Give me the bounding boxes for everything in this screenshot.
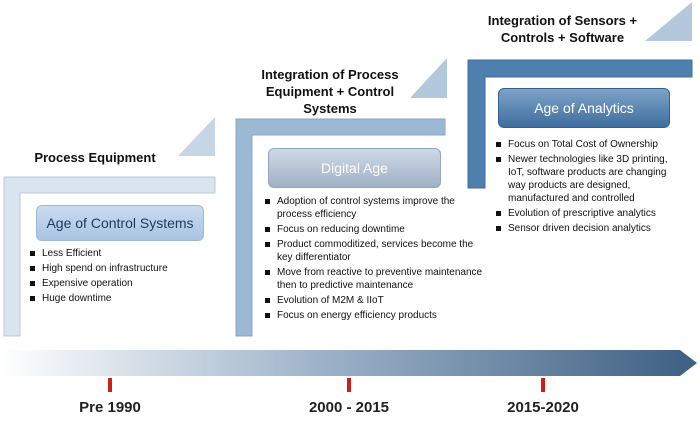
list-item: Sensor driven decision analytics — [494, 222, 680, 235]
list-item: Focus on Total Cost of Ownership — [494, 138, 680, 151]
step-3-arrowhead — [645, 2, 692, 41]
step-3-shape — [467, 59, 693, 189]
list-item: Evolution of prescriptive analytics — [494, 207, 680, 220]
timeline-tick-2 — [347, 378, 351, 392]
timeline-tick-3 — [541, 378, 545, 392]
period-label-1: Pre 1990 — [79, 399, 141, 416]
stage-1-bullets: Less Efficient High spend on infrastruct… — [28, 247, 168, 307]
stage-3-age-label: Age of Analytics — [498, 88, 670, 128]
list-item: Less Efficient — [28, 247, 168, 260]
list-item: Move from reactive to preventive mainten… — [263, 266, 485, 292]
step-2-shape — [235, 118, 446, 337]
stage-3-title: Integration of Sensors + Controls + Soft… — [487, 13, 638, 45]
step-1-shape — [3, 176, 216, 337]
stage-3-bullets: Focus on Total Cost of Ownership Newer t… — [494, 138, 680, 237]
stage-1-age-label: Age of Control Systems — [36, 205, 204, 241]
list-item: Focus on energy efficiency products — [263, 309, 485, 322]
list-item: Product commoditized, services become th… — [263, 238, 485, 264]
list-item: Newer technologies like 3D printing, IoT… — [494, 153, 680, 205]
list-item: Huge downtime — [28, 292, 168, 305]
period-label-3: 2015-2020 — [507, 399, 579, 416]
timeline-arrow — [0, 350, 697, 376]
list-item: Expensive operation — [28, 277, 168, 290]
stage-2-title: Integration of Process Equipment + Contr… — [261, 67, 399, 116]
stage-2-age-label: Digital Age — [268, 148, 441, 188]
list-item: Evolution of M2M & IIoT — [263, 294, 485, 307]
stage-2-bullets: Adoption of control systems improve the … — [263, 195, 485, 324]
period-label-2: 2000 - 2015 — [308, 399, 390, 416]
list-item: High spend on infrastructure — [28, 262, 168, 275]
stage-1-title: Process Equipment — [34, 150, 156, 165]
step-2-arrowhead — [410, 58, 447, 98]
step-1-arrowhead — [178, 117, 215, 156]
list-item: Focus on reducing downtime — [263, 223, 485, 236]
timeline-tick-1 — [108, 378, 112, 392]
list-item: Adoption of control systems improve the … — [263, 195, 485, 221]
